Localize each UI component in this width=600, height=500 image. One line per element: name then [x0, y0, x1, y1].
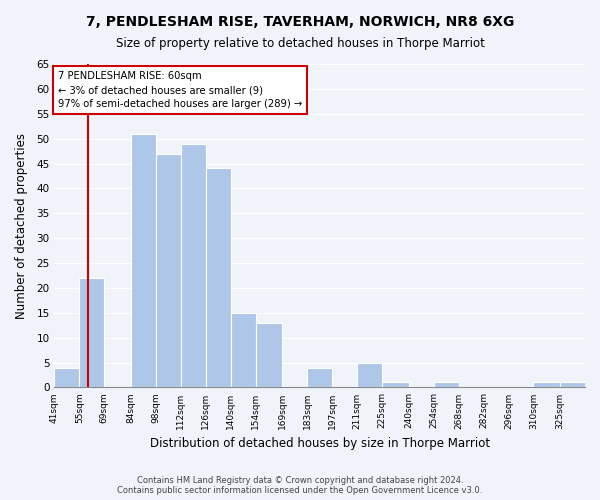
Bar [156, 154, 181, 388]
Bar [231, 313, 256, 388]
Bar [357, 362, 382, 388]
X-axis label: Distribution of detached houses by size in Thorpe Marriot: Distribution of detached houses by size … [149, 437, 490, 450]
Bar [79, 278, 104, 388]
Bar [434, 382, 458, 388]
Bar [533, 382, 560, 388]
Text: 7 PENDLESHAM RISE: 60sqm
← 3% of detached houses are smaller (9)
97% of semi-det: 7 PENDLESHAM RISE: 60sqm ← 3% of detache… [58, 72, 302, 110]
Bar [55, 368, 79, 388]
Bar [307, 368, 332, 388]
Text: Contains HM Land Registry data © Crown copyright and database right 2024.
Contai: Contains HM Land Registry data © Crown c… [118, 476, 482, 495]
Text: Size of property relative to detached houses in Thorpe Marriot: Size of property relative to detached ho… [116, 38, 484, 51]
Text: 7, PENDLESHAM RISE, TAVERHAM, NORWICH, NR8 6XG: 7, PENDLESHAM RISE, TAVERHAM, NORWICH, N… [86, 15, 514, 29]
Bar [206, 168, 231, 388]
Bar [131, 134, 156, 388]
Bar [181, 144, 206, 388]
Bar [382, 382, 409, 388]
Bar [560, 382, 585, 388]
Bar [256, 322, 283, 388]
Y-axis label: Number of detached properties: Number of detached properties [15, 132, 28, 318]
